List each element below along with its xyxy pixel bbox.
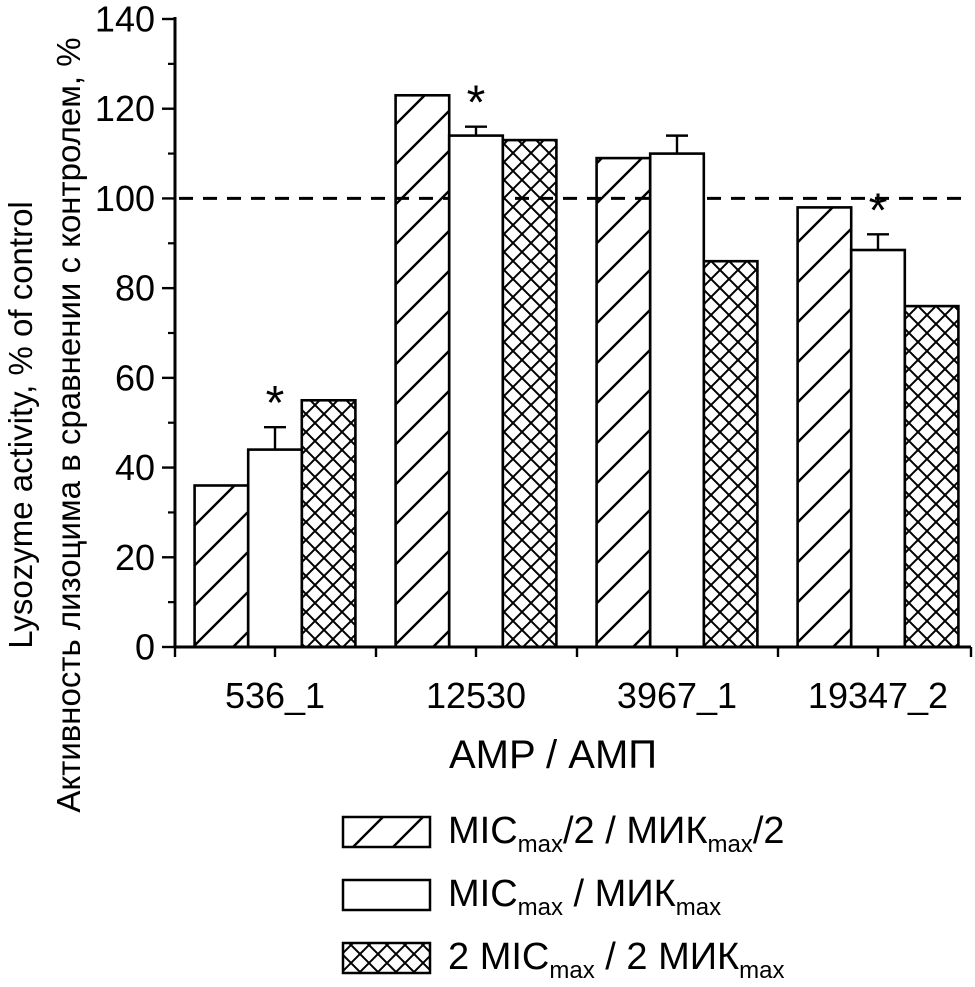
y-tick-label-120: 120 — [95, 88, 155, 129]
bar-19347_2-series2 — [903, 304, 960, 649]
bar-12530-series0 — [394, 94, 451, 649]
bar-19347_2-series1 — [849, 248, 907, 649]
bar-3967_1-series0 — [595, 156, 652, 649]
legend-swatch-crosshatch — [341, 941, 432, 975]
asterisk-536_1: * — [266, 377, 285, 430]
error-bars — [264, 125, 889, 450]
significance-asterisks: * * * — [266, 77, 888, 431]
bar-12530-series2 — [501, 138, 558, 649]
y-tick-label-100: 100 — [95, 178, 155, 219]
y-tick-label-80: 80 — [115, 268, 155, 309]
x-category-label-12530: 12530 — [426, 675, 526, 716]
x-axis: 536_1 12530 3967_1 19347_2 AMP / АМП — [173, 645, 973, 777]
bar-12530-series1 — [447, 134, 505, 649]
y-tick-label-0: 0 — [135, 627, 155, 668]
y-axis-title-ru: Активность лизоцима в сравнении с контро… — [50, 37, 87, 812]
y-axis-title-en: Lysozyme activity, % of control — [2, 201, 39, 648]
bar-536_1-series2 — [300, 398, 357, 649]
legend-swatch-solid-white — [341, 878, 432, 912]
x-axis-title: AMP / АМП — [449, 733, 657, 777]
bar-3967_1-series1 — [648, 152, 706, 649]
bar-536_1-series0 — [193, 484, 250, 649]
legend-label-1: MICmax / МИКmax — [448, 873, 721, 921]
x-category-label-19347_2: 19347_2 — [808, 675, 948, 716]
asterisk-12530: * — [467, 77, 486, 130]
y-tick-label-20: 20 — [115, 537, 155, 578]
x-category-label-536_1: 536_1 — [225, 675, 325, 716]
bar-536_1-series1 — [246, 448, 304, 649]
bar-19347_2-series0 — [796, 206, 853, 649]
y-tick-label-140: 140 — [95, 0, 155, 40]
asterisk-19347_2: * — [869, 184, 888, 237]
legend: MICmax/2 / МИКmax/2 MICmax / МИКmax 2 MICm… — [341, 810, 785, 984]
legend-label-0: MICmax/2 / МИКmax/2 — [448, 810, 785, 858]
y-axis-title: Lysozyme activity, % of control Активност… — [2, 37, 87, 812]
legend-swatch-diagonal-hatch — [341, 815, 432, 849]
y-tick-label-40: 40 — [115, 447, 155, 488]
x-category-label-3967_1: 3967_1 — [617, 675, 737, 716]
legend-label-2: 2 MICmax / 2 МИКmax — [448, 936, 785, 984]
bar-3967_1-series2 — [702, 259, 759, 649]
y-tick-label-60: 60 — [115, 357, 155, 398]
bars — [193, 94, 960, 649]
y-axis: 0 20 40 60 80 100 120 140 — [95, 0, 177, 668]
